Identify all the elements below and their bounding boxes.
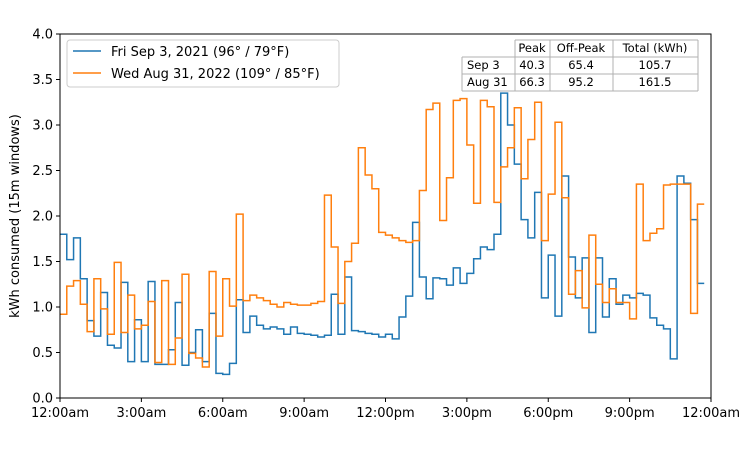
table-row1-peak: 40.3 [519,58,545,72]
y-tick-label: 3.5 [32,73,53,88]
axes-layer: 0.0 0.5 1.0 1.5 2.0 2.5 3.0 3.5 4.0 12:00am 3:00am… [31,28,740,422]
y-tick-label: 2.0 [32,210,53,225]
y-tick-label: 0.0 [32,392,53,407]
y-tick-label: 0.5 [32,346,53,361]
series-layer [60,92,705,376]
table-header-offpeak: Off-Peak [557,41,606,55]
y-tick-label: 4.0 [32,28,53,43]
legend-label-sep3: Fri Sep 3, 2021 (96° / 79°F) [111,45,289,60]
y-axis-label: kWh consumed (15m windows) [8,114,23,318]
y-tick-label: 1.5 [32,255,53,270]
table-row2-total: 161.5 [639,75,672,89]
x-tick-label: 3:00am [116,406,166,421]
x-tick-label: 9:00pm [605,406,655,421]
table-row2-offpeak: 95.2 [568,75,594,89]
table-row1-total: 105.7 [639,58,672,72]
series-line-1 [60,97,705,368]
table-background [462,40,698,91]
x-tick-label: 12:00pm [356,406,414,421]
legend: Fri Sep 3, 2021 (96° / 79°F) Wed Aug 31,… [66,39,340,88]
x-tick-label: 3:00pm [442,406,492,421]
y-tick-label: 3.0 [32,119,53,134]
x-tick-label: 6:00pm [523,406,573,421]
table-grid [461,39,699,92]
table-row2-label: Aug 31 [467,75,508,89]
summary-table: Peak Off-Peak Total (kWh) Sep 3 40.3 65.… [461,39,699,92]
table-header-total: Total (kWh) [622,41,688,55]
x-tick-label: 12:00am [682,406,740,421]
y-tick-label: 1.0 [32,301,53,316]
legend-label-aug31: Wed Aug 31, 2022 (109° / 85°F) [111,67,320,82]
table-row2-peak: 66.3 [519,75,545,89]
table-row1-label: Sep 3 [467,58,500,72]
table-row1-offpeak: 65.4 [568,58,594,72]
x-tick-label: 9:00am [279,406,329,421]
y-tick-label: 2.5 [32,164,53,179]
x-tick-label: 6:00am [198,406,248,421]
legend-frame [66,39,340,88]
table-header-peak: Peak [518,41,546,55]
x-tick-label: 12:00am [31,406,89,421]
